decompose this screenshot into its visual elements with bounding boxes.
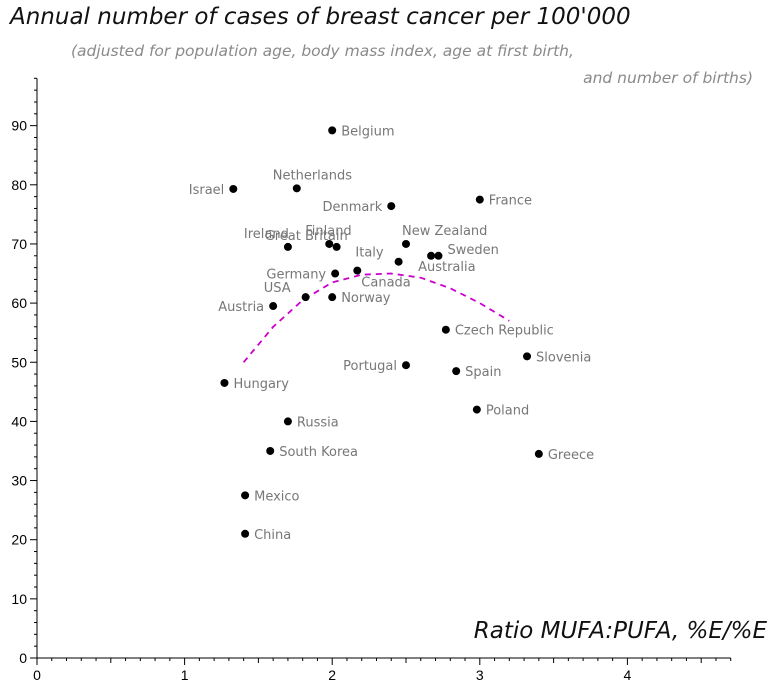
data-point [472,405,481,414]
point-label: Russia [297,415,339,430]
data-point [402,239,410,248]
data-point [434,251,443,260]
point-label: Austria [218,300,264,315]
point-label: Norway [341,291,391,306]
data-point [301,293,310,302]
point-label: France [489,194,532,209]
data-point [427,251,436,260]
data-point [353,266,362,275]
x-tick-label: 1 [181,667,189,683]
data-point [328,293,337,302]
y-tick-label: 20 [11,532,27,548]
point-label: USA [264,281,291,296]
subtitle-line-2: and number of births) [583,69,753,87]
point-label: Netherlands [273,168,352,183]
y-tick-label: 10 [11,591,27,607]
data-point [402,361,410,370]
x-tick-label: 4 [624,667,632,683]
data-point [229,184,238,193]
point-label: Germany [266,268,326,283]
data-point [331,269,340,278]
x-tick-label: 2 [328,667,336,683]
x-axis-label: Ratio MUFA:PUFA, %E/%E [473,618,767,644]
point-label: Mexico [254,489,299,504]
chart-subtitle: (adjusted for population age, body mass … [33,38,753,92]
y-tick-label: 30 [11,473,27,489]
data-point [523,352,532,361]
data-point [475,195,484,204]
point-label: Czech Republic [455,324,554,339]
point-label: Hungary [233,377,289,392]
subtitle-line-1: (adjusted for population age, body mass … [71,42,574,60]
point-label: Ireland [244,227,289,242]
point-label: Finland [305,224,351,239]
data-point [387,202,396,211]
data-point [283,417,292,426]
point-label: Denmark [322,200,382,215]
y-tick-label: 90 [11,118,27,134]
point-label: China [254,528,291,543]
point-label: South Korea [279,445,358,460]
point-label: Israel [189,183,225,198]
y-tick-label: 50 [11,354,27,370]
point-label: Belgium [341,124,394,139]
data-point [328,126,337,135]
y-tick-label: 40 [11,413,27,429]
point-label: Poland [486,404,529,419]
data-point [394,257,403,266]
data-point [266,446,275,455]
data-point [241,529,250,538]
y-tick-label: 0 [19,650,27,666]
point-label: Sweden [447,243,498,258]
data-point [441,325,450,334]
fit-curve [242,272,510,363]
point-label: Italy [355,246,384,261]
y-tick-label: 70 [11,236,27,252]
point-label: Greece [548,448,594,463]
chart-title: Annual number of cases of breast cancer … [10,4,631,30]
data-point [332,242,341,251]
data-point [452,367,461,376]
data-point [292,184,301,193]
data-point [269,302,278,311]
point-label: Spain [465,365,501,380]
x-tick-label: 3 [476,667,484,683]
data-point [283,242,292,251]
point-label: Slovenia [536,350,591,365]
x-tick-label: 0 [33,667,41,683]
data-point [325,239,334,248]
data-point [241,491,250,500]
data-point [534,449,543,458]
point-label: Portugal [343,359,397,374]
point-label: Australia [418,260,476,275]
y-tick-label: 60 [11,295,27,311]
point-label: Great Britain [265,229,348,244]
data-point [220,378,229,387]
point-label: New Zealand [402,224,487,239]
y-tick-label: 80 [11,177,27,193]
point-label: Canada [361,276,410,291]
